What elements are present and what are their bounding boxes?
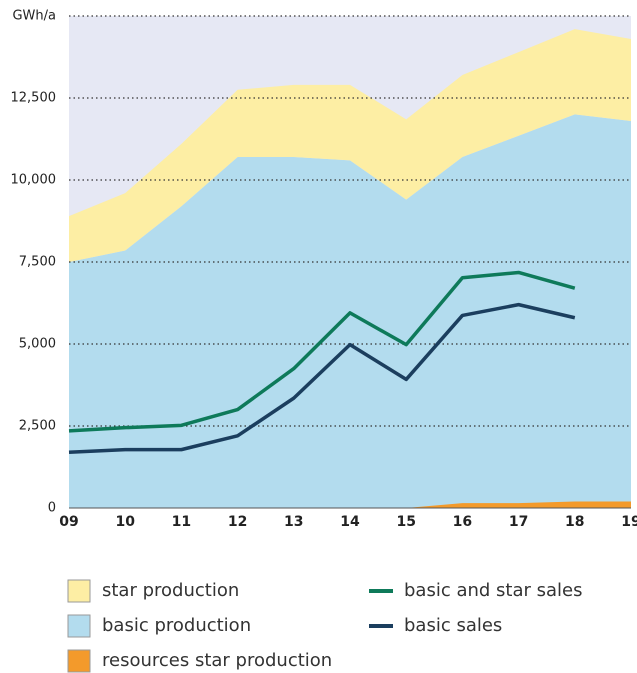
legend-label: basic sales (404, 615, 502, 636)
x-tick-label: 14 (340, 514, 360, 530)
x-tick-label: 19 (621, 514, 637, 530)
legend-swatch (67, 614, 91, 638)
y-tick-label: 12,500 (11, 91, 57, 106)
x-tick-label: 16 (453, 514, 472, 530)
x-tick-label: 17 (509, 514, 528, 530)
legend-label: resources star production (102, 650, 332, 671)
legend-label: star production (102, 580, 239, 601)
x-tick-label: 15 (396, 514, 415, 530)
x-tick-label: 09 (59, 514, 78, 530)
area (69, 29, 631, 263)
legend-label: basic and star sales (404, 580, 583, 601)
line (68, 270, 576, 433)
y-tick-label: 2,500 (19, 419, 56, 434)
y-tick-label: GWh/a (12, 9, 56, 24)
x-tick-label: 11 (172, 514, 191, 530)
x-tick-label: 12 (228, 514, 247, 530)
line (68, 302, 576, 454)
legend-swatch (67, 579, 91, 603)
y-tick-label: 7,500 (19, 255, 56, 270)
y-tick-label: 0 (48, 501, 56, 516)
x-tick-label: 10 (115, 514, 135, 530)
legend-swatch (67, 649, 91, 673)
area (69, 501, 631, 508)
x-tick-label: 13 (284, 514, 303, 530)
y-tick-label: 10,000 (11, 173, 57, 188)
y-tick-label: 5,000 (19, 337, 56, 352)
legend-label: basic production (102, 615, 251, 636)
x-tick-label: 18 (565, 514, 584, 530)
